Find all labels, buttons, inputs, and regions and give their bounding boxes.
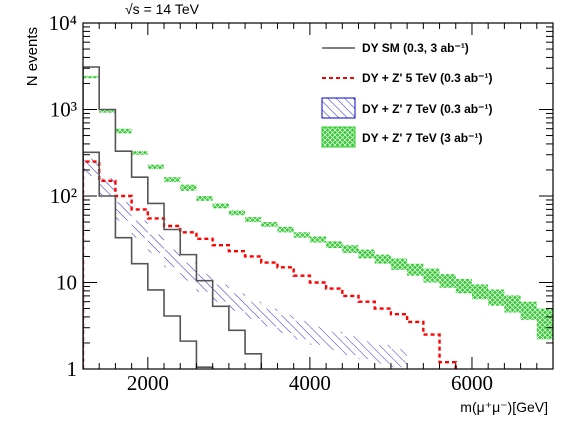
- band-bin-series-3-8: [212, 284, 229, 302]
- band-bin-series-3-2: [115, 202, 132, 221]
- step-line-series-0: [83, 66, 279, 369]
- x-tick-label-1: 4000: [289, 371, 331, 395]
- band-bin-series-4-0: [83, 75, 100, 79]
- band-bin-series-4-3: [131, 151, 148, 155]
- band-bin-series-3-15: [326, 331, 343, 351]
- legend-swatch-z7-low: [321, 97, 356, 119]
- band-bin-series-3-9: [228, 293, 246, 311]
- legend-label-z7-high: DY + Z' 7 TeV (3 ab⁻¹): [362, 131, 482, 145]
- y-tick-label-3: 10³: [50, 98, 77, 122]
- band-bin-series-4-6: [180, 184, 197, 191]
- y-tick-label-0: 1: [67, 357, 78, 381]
- x-axis-label: m(μ⁺μ⁻)[GeV]: [460, 399, 548, 415]
- y-tick-label-1: 10: [56, 271, 77, 295]
- series-layer: [83, 66, 553, 369]
- band-bin-series-3-19: [390, 349, 408, 368]
- band-bin-series-4-11: [261, 222, 278, 227]
- x-tick-label-2: 6000: [451, 371, 493, 395]
- band-bin-series-3-1: [99, 178, 116, 196]
- band-bin-series-4-23: [455, 278, 472, 294]
- ticks-layer: 1 10 10² 10³ 10⁴ 2000 4000 6000: [49, 11, 554, 395]
- band-bin-series-4-10: [245, 217, 262, 223]
- band-bin-series-4-1: [99, 109, 116, 113]
- energy-label: √s = 14 TeV: [125, 1, 200, 17]
- x-tick-label-0: 2000: [127, 371, 169, 395]
- band-bin-series-3-3: [131, 220, 148, 238]
- step-line-series-1: [83, 151, 230, 369]
- band-bin-series-4-16: [342, 245, 359, 253]
- band-bin-series-3-14: [309, 326, 327, 345]
- band-bin-series-4-26: [504, 295, 521, 313]
- band-bin-series-4-25: [488, 289, 505, 306]
- legend-swatch-z7-high: [321, 126, 356, 148]
- band-bin-series-4-12: [277, 226, 294, 233]
- band-bin-series-4-28: [536, 308, 553, 340]
- band-bin-series-3-18: [374, 344, 391, 364]
- legend: DY SM (0.3, 3 ab⁻¹) DY + Z' 5 TeV (0.3 a…: [321, 41, 492, 148]
- band-bin-series-3-11: [261, 308, 278, 327]
- band-bin-series-4-13: [293, 232, 310, 238]
- band-bin-series-4-20: [407, 263, 424, 276]
- band-bin-series-3-13: [293, 320, 310, 340]
- band-bin-series-3-10: [245, 301, 262, 319]
- legend-label-dy-sm: DY SM (0.3, 3 ab⁻¹): [362, 41, 469, 55]
- band-bin-series-4-7: [196, 196, 213, 201]
- band-bin-series-4-9: [228, 210, 246, 216]
- band-bin-series-3-12: [277, 315, 294, 334]
- band-bin-series-3-17: [358, 341, 375, 360]
- band-bin-series-3-6: [180, 262, 197, 281]
- band-bin-series-3-7: [196, 274, 213, 292]
- band-bin-series-4-24: [471, 284, 489, 300]
- band-bin-series-4-8: [212, 203, 229, 209]
- y-tick-label-4: 10⁴: [49, 11, 77, 35]
- band-bin-series-4-4: [147, 164, 165, 170]
- band-bin-series-4-27: [520, 301, 537, 320]
- band-bin-series-4-2: [115, 128, 132, 134]
- band-bin-series-4-14: [309, 236, 327, 243]
- band-bin-series-3-4: [147, 234, 165, 253]
- step-line-series-2: [83, 160, 474, 369]
- band-bin-series-3-16: [342, 336, 359, 356]
- band-bin-series-4-19: [390, 258, 408, 270]
- band-bin-series-4-15: [326, 241, 343, 249]
- legend-label-z5: DY + Z' 5 TeV (0.3 ab⁻¹): [362, 71, 492, 85]
- band-bin-series-4-21: [423, 268, 440, 283]
- band-bin-series-4-22: [439, 274, 456, 288]
- band-bin-series-4-17: [358, 249, 375, 259]
- band-bin-series-3-5: [164, 249, 181, 268]
- y-tick-label-2: 10²: [50, 184, 77, 208]
- legend-label-z7-low: DY + Z' 7 TeV (0.3 ab⁻¹): [362, 102, 492, 116]
- band-bin-series-4-18: [374, 254, 391, 264]
- band-bin-series-3-0: [83, 158, 100, 177]
- band-bin-series-4-5: [164, 177, 181, 183]
- y-axis-label: N events: [24, 27, 41, 86]
